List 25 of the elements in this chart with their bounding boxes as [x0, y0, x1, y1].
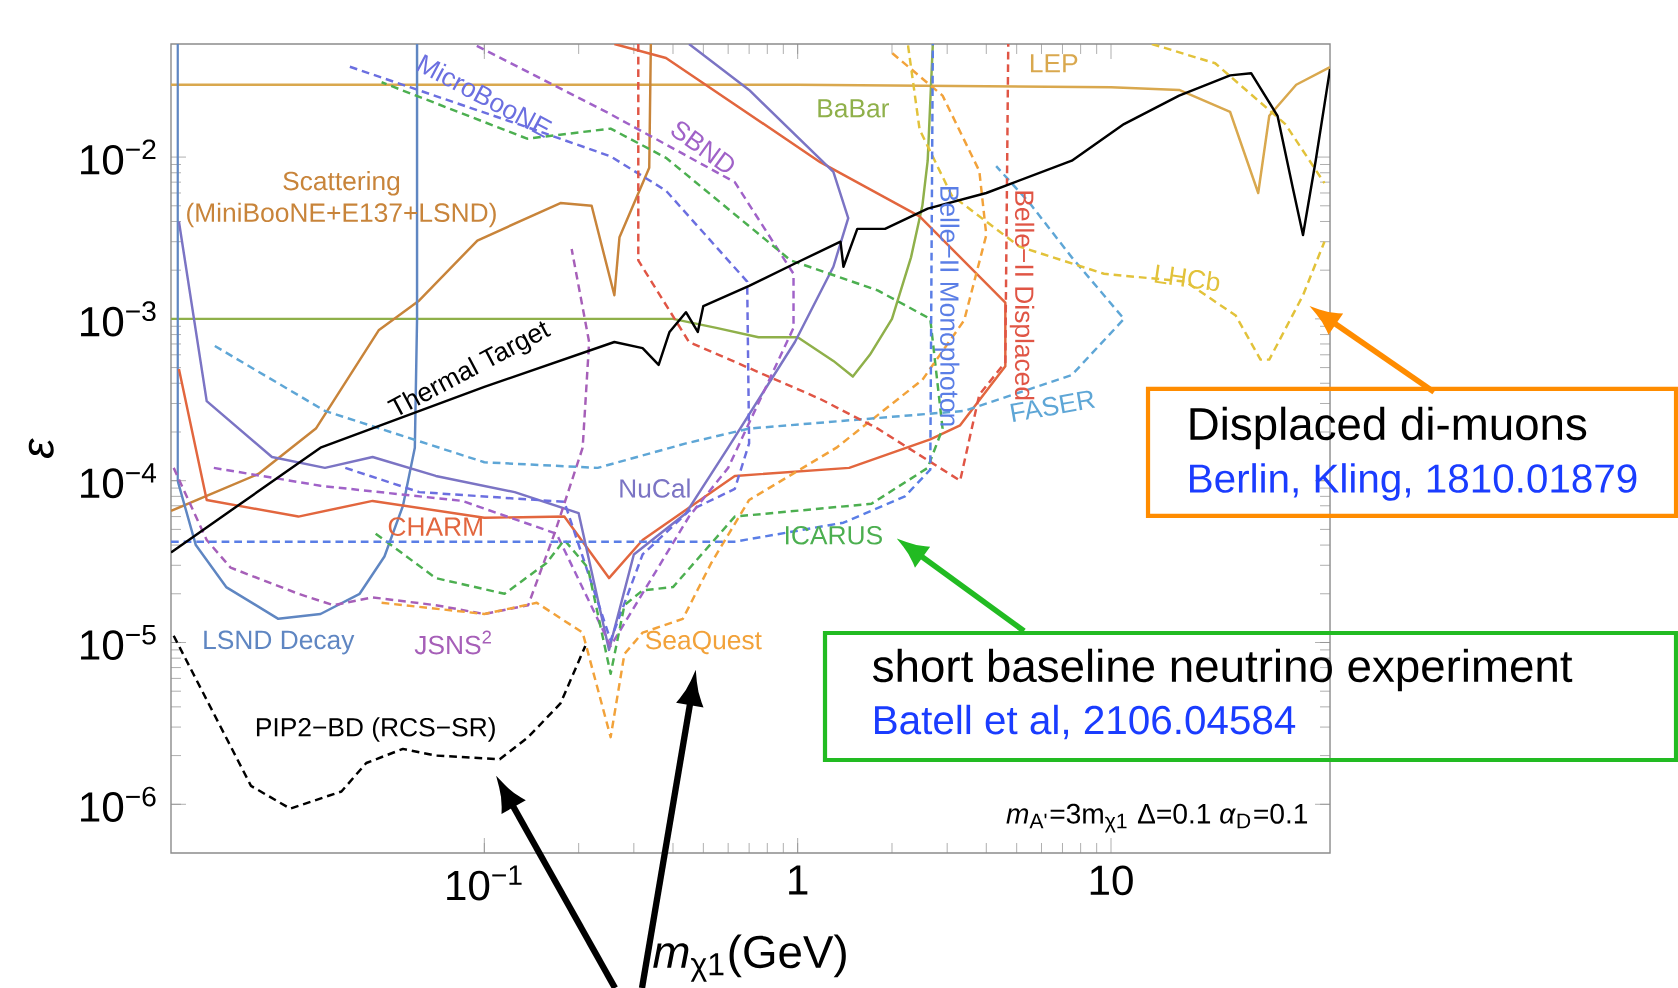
x-tick-label: 10$^{−1}$: [447, 865, 522, 901]
y-tick-label: 10$^{−2}$: [81, 139, 156, 175]
series-label: PIP2−BD (RCS−SR): [256, 717, 495, 742]
annotation: Displaced di-muons: [1190, 406, 1587, 450]
series-label: NuCal: [620, 478, 690, 498]
annotation: Batell et al, 2106.04584: [875, 704, 1296, 740]
annotation: Berlin, Kling, 1810.01879: [1190, 463, 1637, 501]
y-axis-title: ε: [28, 438, 54, 459]
y-tick-label: 10$^{−6}$: [81, 786, 156, 822]
series-label: SeaQuest: [645, 630, 762, 655]
y-tick-label: 10$^{−5}$: [81, 624, 156, 660]
series-label: LSND Decay: [204, 630, 355, 655]
x-tick-label: 1: [789, 865, 808, 895]
annotation: short baseline neutrino experiment: [872, 648, 1573, 692]
series-label: BaBar: [818, 99, 890, 118]
x-tick-label: 10: [1090, 865, 1133, 896]
text: Belle−II Monophoton: [934, 186, 960, 426]
series-label: JSNS$^{2}$: [414, 630, 491, 655]
series-label: ICARUS: [786, 525, 882, 545]
series-label: LEP: [1030, 54, 1078, 73]
x-axis-title: m$_{χ1}$(GeV): [653, 934, 846, 982]
y-tick-label: 10$^{−4}$: [81, 463, 157, 499]
text: LHCb: [1154, 264, 1220, 292]
y-tick-label: 10$^{−3}$: [81, 301, 156, 337]
annotation: m$_{A'}$=3m$_{χ1}$ Δ=0.1 α$_{D}$=0.1: [1006, 803, 1308, 833]
